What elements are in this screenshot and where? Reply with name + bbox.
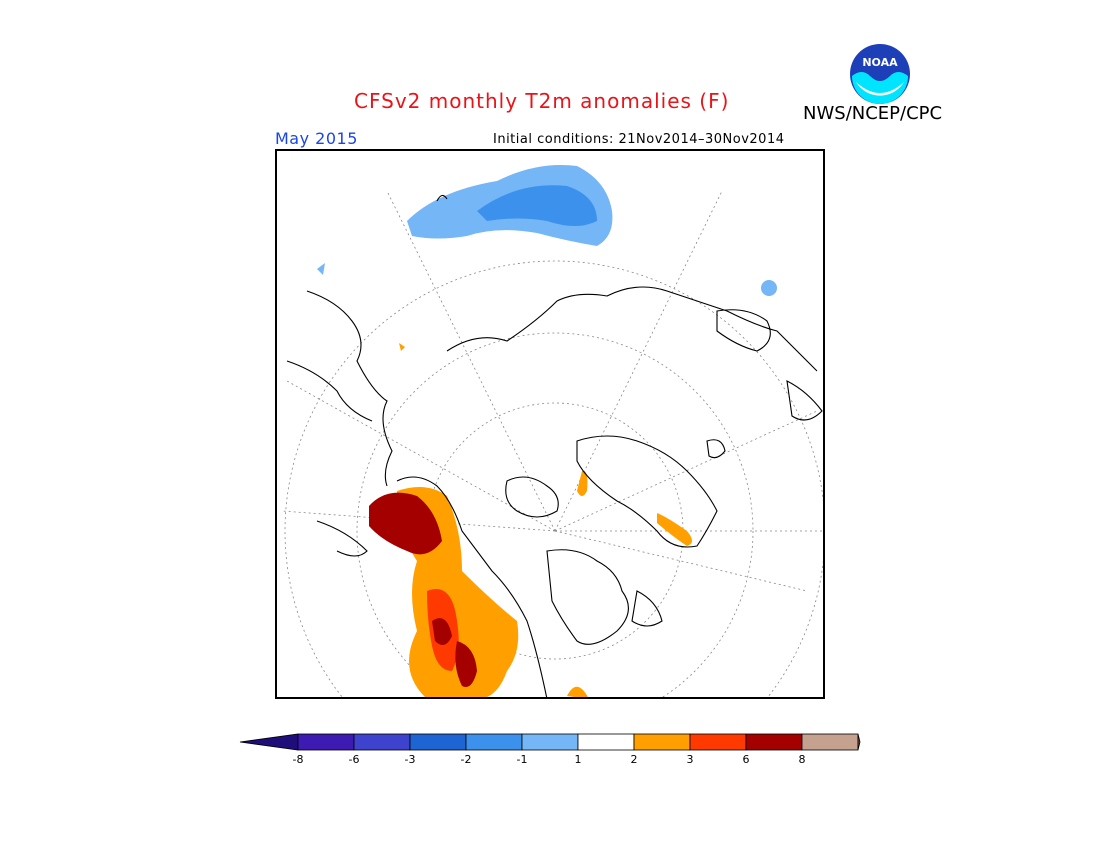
legend-bin [745, 733, 803, 751]
coastlines [286, 194, 823, 697]
noaa-logo: NOAA [850, 44, 910, 104]
legend-bin [353, 733, 411, 751]
legend-tick-label: -8 [293, 753, 304, 766]
legend-bin [465, 733, 523, 751]
legend-low-extend [239, 733, 299, 751]
legend-tick-label: -6 [349, 753, 360, 766]
initial-conditions: Initial conditions: 21Nov2014–30Nov2014 [493, 132, 785, 147]
legend-tick-label: 8 [799, 753, 806, 766]
map-graticule [281, 190, 823, 697]
legend-tick-label: 1 [575, 753, 582, 766]
legend-bin [801, 733, 859, 751]
color-legend: -8 -6 -3 -2 -1 1 2 3 6 8 [239, 733, 861, 766]
legend-tick-label: 3 [687, 753, 694, 766]
legend-tick-label: 2 [631, 753, 638, 766]
agency-label: NWS/NCEP/CPC [803, 103, 943, 124]
map-title: CFSv2 monthly T2m anomalies (F) [354, 89, 730, 113]
legend-bin [521, 733, 579, 751]
noaa-logo-text: NOAA [862, 56, 898, 69]
legend-high-extend [857, 733, 861, 751]
forecast-month: May 2015 [275, 129, 358, 148]
legend-tick-label: -1 [517, 753, 528, 766]
cold-anomaly-region [317, 165, 777, 296]
legend-bin [689, 733, 747, 751]
legend-bin [409, 733, 467, 751]
polar-map [275, 149, 825, 699]
legend-tick-label: -3 [405, 753, 416, 766]
legend-bin [297, 733, 355, 751]
legend-tick-label: 6 [743, 753, 750, 766]
legend-tick-label: -2 [461, 753, 472, 766]
legend-bin [633, 733, 691, 751]
legend-bin [577, 733, 635, 751]
warm-anomaly-region [369, 343, 692, 697]
